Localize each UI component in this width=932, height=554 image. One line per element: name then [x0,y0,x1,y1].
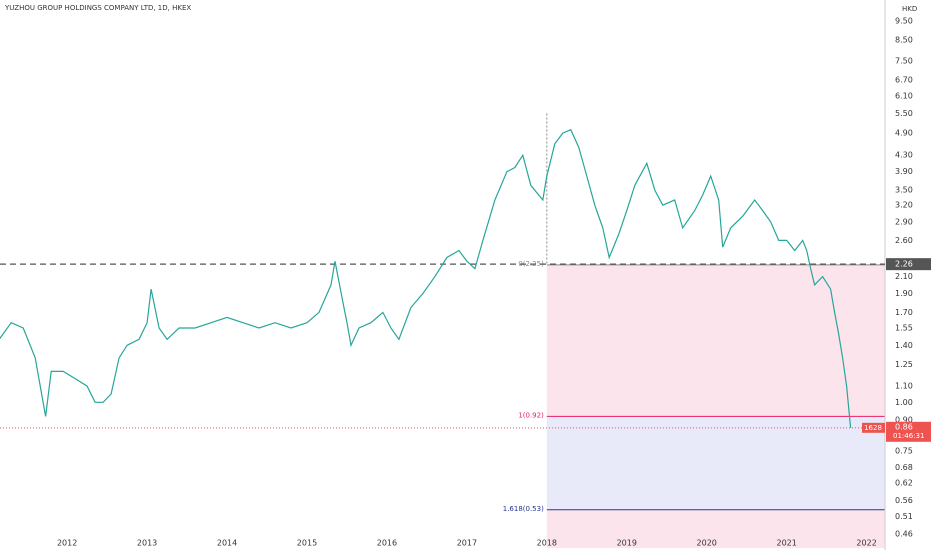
y-tick-label: 0.56 [895,496,913,505]
countdown: 01:46:31 [893,432,924,440]
x-tick-label: 2015 [297,539,317,548]
x-tick-label: 2016 [377,539,397,548]
y-tick-label: 1.25 [895,360,913,369]
y-tick-label: 1.40 [895,341,913,350]
y-tick-label: 3.50 [895,186,913,195]
y-tick-label: 3.20 [895,201,913,210]
x-tick-label: 2019 [617,539,637,548]
y-tick-label: 9.50 [895,16,913,25]
x-tick-label: 2013 [137,539,157,548]
x-tick-label: 2017 [457,539,477,548]
y-tick-label: 4.90 [895,129,913,138]
y-tick-label: 2.90 [895,217,913,226]
y-tick-label: 1.55 [895,324,913,333]
currency: HKD [902,5,917,13]
x-tick-label: 2022 [856,539,876,548]
price-tag [886,421,931,442]
y-tick-label: 7.50 [895,56,913,65]
x-tick-label: 2012 [57,539,77,548]
y-tick-label: 3.90 [895,167,913,176]
y-tick-label: 0.68 [895,463,913,472]
y-tick-label: 2.60 [895,236,913,245]
x-tick-label: 2020 [697,539,717,548]
y-tick-label: 1.00 [895,398,913,407]
y-tick-label: 6.10 [895,91,913,100]
reference-tag [886,258,931,271]
y-tick-label: 0.51 [895,512,913,521]
y-tick-label: 0.62 [895,479,913,488]
y-tick-label: 2.10 [895,272,913,281]
y-tick-label: 1.70 [895,308,913,317]
fib-zone [546,416,885,510]
y-tick-label: 0.75 [895,446,913,455]
fib-label: 1(0.92) [518,411,544,419]
y-tick-label: 4.30 [895,151,913,160]
chart-title: YUZHOU GROUP HOLDINGS COMPANY LTD, 1D, H… [4,4,191,12]
price-label: 0.86 [895,422,913,431]
price-axis [885,0,932,550]
x-tick-label: 2018 [537,539,557,548]
x-tick-label: 2014 [217,539,237,548]
reference-label: 2.26 [895,260,913,269]
fib-zone [546,509,885,548]
fib-label: 1.618(0.53) [503,505,544,513]
y-tick-label: 1.10 [895,382,913,391]
fib-zone [546,264,885,417]
x-tick-label: 2021 [776,539,796,548]
symbol-label: 1628 [864,424,882,432]
y-tick-label: 8.50 [895,35,913,44]
y-tick-label: 0.90 [895,416,913,425]
y-tick-label: 0.46 [895,529,913,538]
y-tick-label: 1.90 [895,289,913,298]
y-tick-label: 6.70 [895,76,913,85]
symbol-tag [862,422,885,433]
price-line [0,128,852,428]
y-tick-label: 5.50 [895,109,913,118]
